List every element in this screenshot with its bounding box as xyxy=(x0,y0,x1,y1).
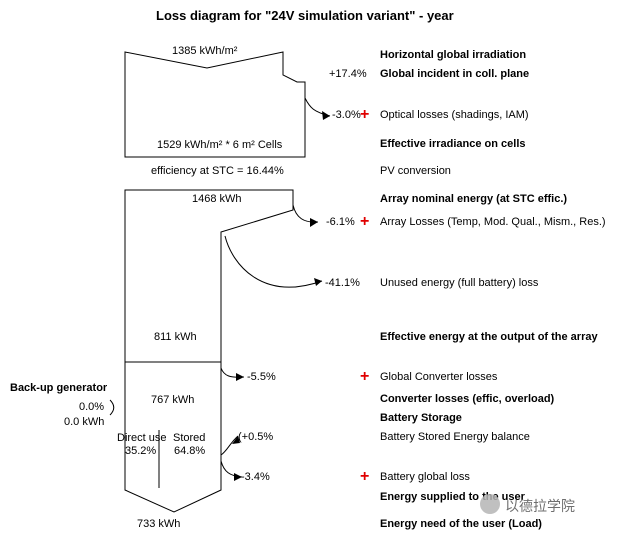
efficiency-value: efficiency at STC = 16.44% xyxy=(151,165,284,177)
label-pv-conversion: PV conversion xyxy=(380,165,451,177)
array-loss-arrow xyxy=(292,204,319,223)
battery-loss-plus-icon: + xyxy=(360,468,370,485)
label-effective-irradiance: Effective irradiance on cells xyxy=(380,138,526,150)
battery-balance-percent: (+0.5% xyxy=(238,431,274,443)
array-body xyxy=(124,189,294,363)
label-global-converter-losses: Global Converter losses xyxy=(380,371,498,383)
converter-arrowhead xyxy=(236,373,244,381)
optical-loss-arrow xyxy=(304,97,331,117)
optical-arrowhead xyxy=(322,111,330,120)
label-energy-supplied: Energy supplied to the user xyxy=(380,491,525,503)
backup-connector xyxy=(109,399,115,416)
converter-loss-percent: -5.5% xyxy=(247,371,276,383)
label-battery-storage: Battery Storage xyxy=(380,412,462,424)
diagram-title: Loss diagram for "24V simulation variant… xyxy=(156,8,454,23)
array-nominal-value: 1468 kWh xyxy=(192,193,242,205)
battery-loss-arrow xyxy=(220,460,243,478)
effective-irradiance-value: 1529 kWh/m² * 6 m² Cells xyxy=(157,139,283,151)
array-loss-percent: -6.1% xyxy=(326,216,355,228)
label-battery-global-loss: Battery global loss xyxy=(380,471,470,483)
converter-output-value: 767 kWh xyxy=(151,394,195,406)
label-battery-balance: Battery Stored Energy balance xyxy=(380,431,530,443)
converter-plus-icon: + xyxy=(360,368,370,385)
horizontal-irradiation-value: 1385 kWh/m² xyxy=(172,45,238,57)
label-array-losses: Array Losses (Temp, Mod. Qual., Mism., R… xyxy=(380,216,606,228)
battery-balance-arrow xyxy=(220,435,239,456)
energy-need-value: 733 kWh xyxy=(137,518,181,530)
direct-use-label: Direct use xyxy=(117,432,167,444)
backup-generator-kwh: 0.0 kWh xyxy=(64,416,105,428)
balance-arrowhead xyxy=(232,436,240,444)
watermark-logo-icon xyxy=(480,494,500,514)
battery-loss-arrowhead xyxy=(234,473,242,481)
stored-label: Stored xyxy=(173,432,206,444)
watermark-text: 以德拉学院 xyxy=(505,498,575,514)
label-horizontal-global: Horizontal global irradiation xyxy=(380,49,527,61)
direct-use-percent: 35.2% xyxy=(125,445,157,457)
optical-loss-percent: -3.0% xyxy=(332,109,361,121)
array-loss-plus-icon: + xyxy=(360,213,370,230)
battery-body xyxy=(124,361,222,513)
label-effective-output: Effective energy at the output of the ar… xyxy=(380,331,598,343)
label-energy-need: Energy need of the user (Load) xyxy=(380,518,542,530)
effective-output-value: 811 kWh xyxy=(154,331,197,343)
label-global-incident: Global incident in coll. plane xyxy=(380,68,530,80)
label-converter-losses: Converter losses (effic, overload) xyxy=(380,393,555,405)
unused-arrowhead xyxy=(314,278,322,286)
unused-loss-percent: -41.1% xyxy=(325,277,360,289)
backup-generator-label: Back-up generator xyxy=(10,382,108,394)
label-optical-losses: Optical losses (shadings, IAM) xyxy=(380,109,529,121)
array-arrowhead xyxy=(310,218,318,227)
label-array-nominal: Array nominal energy (at STC effic.) xyxy=(380,193,568,205)
battery-loss-percent: -3.4% xyxy=(241,471,270,483)
optical-plus-icon: + xyxy=(360,106,370,123)
unused-loss-arrow xyxy=(224,235,323,288)
backup-generator-percent: 0.0% xyxy=(79,401,105,413)
label-unused-energy: Unused energy (full battery) loss xyxy=(380,277,539,289)
incident-gain-percent: +17.4% xyxy=(329,68,367,80)
stored-percent: 64.8% xyxy=(174,445,206,457)
irradiation-box xyxy=(124,51,306,158)
